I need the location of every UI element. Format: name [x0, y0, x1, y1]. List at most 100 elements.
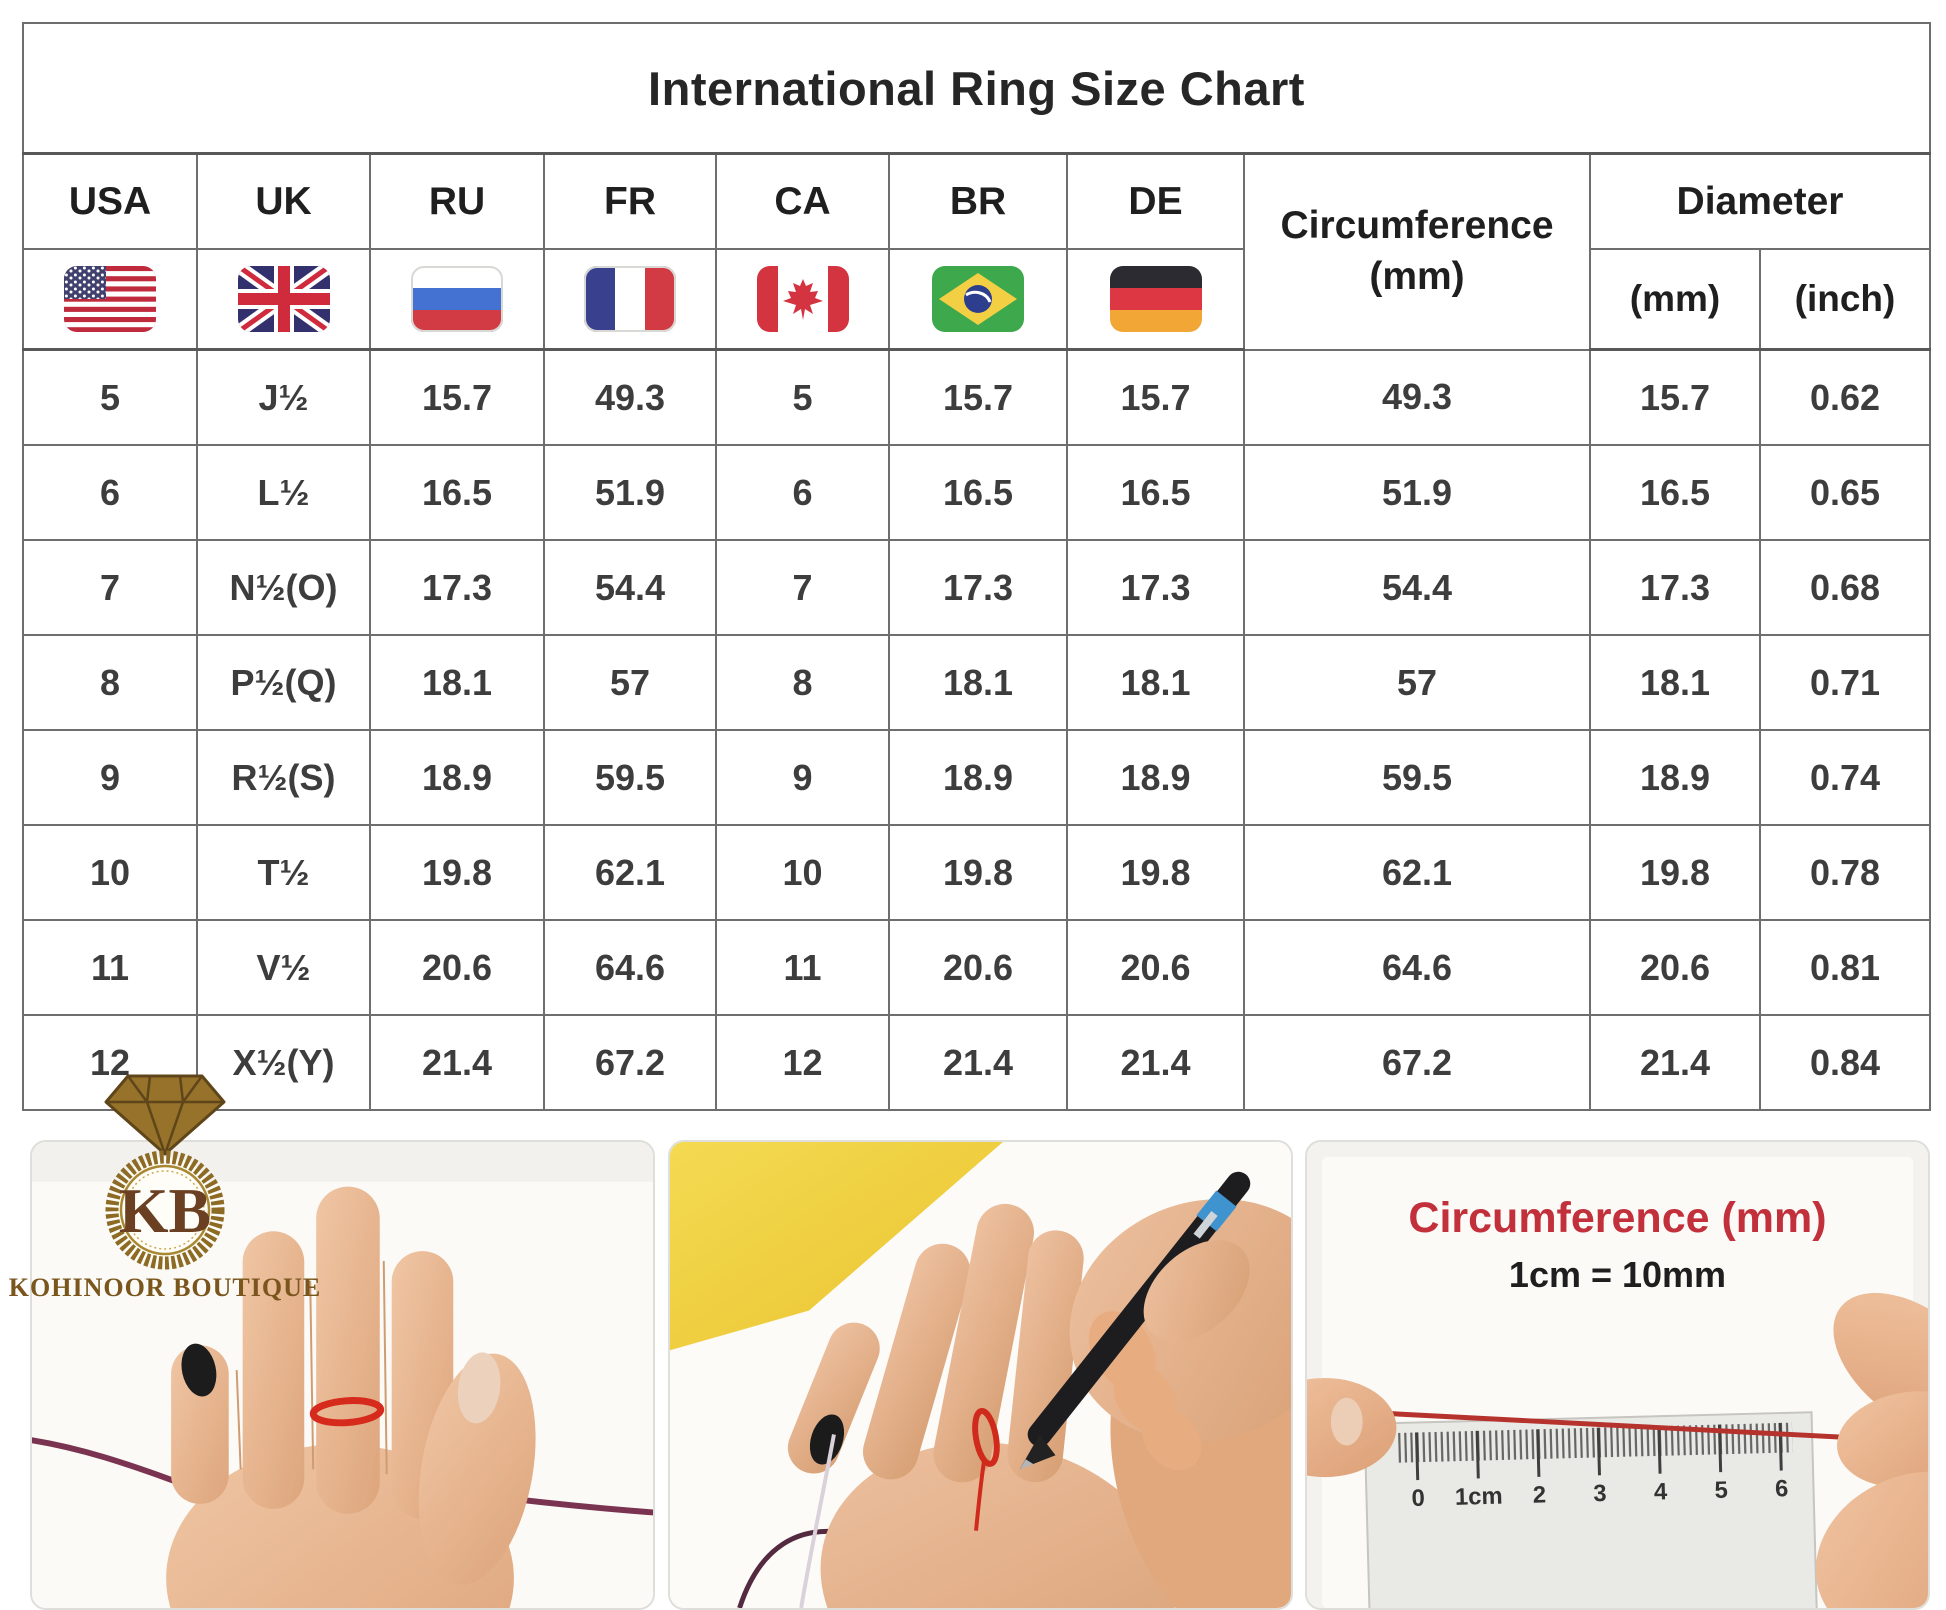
size-cell: J½: [196, 348, 371, 446]
column-header-de: DE: [1066, 152, 1245, 250]
size-cell: 64.6: [543, 919, 717, 1016]
red-string-ring: [309, 1397, 385, 1427]
canada-flag-icon: [756, 266, 849, 332]
size-cell: 10: [715, 824, 890, 921]
flag-cell-uk: [196, 248, 371, 351]
size-row: 9 R½(S) 18.9 59.5 9 18.9 18.9 59.5 18.9 0.74: [22, 729, 1931, 826]
photo-ruler-measurement: 0 1cm 2 3 4 5 6 Circumferen: [1305, 1140, 1930, 1610]
size-cell: 8: [22, 634, 198, 731]
column-header-ru: RU: [369, 152, 545, 250]
size-cell: 9: [22, 729, 198, 826]
ruler-measurement-illustration: 0 1cm 2 3 4 5 6: [1307, 1142, 1928, 1608]
table-title-row: International Ring Size Chart: [22, 22, 1931, 155]
france-flag-icon: [584, 266, 676, 332]
size-cell: 21.4: [369, 1014, 545, 1111]
size-row: 11 V½ 20.6 64.6 11 20.6 20.6 64.6 20.6 0.81: [22, 919, 1931, 1016]
size-cell: 17.3: [888, 539, 1068, 636]
thumb-nail: [457, 1352, 501, 1424]
size-cell: 5: [715, 348, 890, 446]
size-cell: 20.6: [1589, 919, 1761, 1016]
flag-row: (mm) (inch): [22, 248, 1931, 351]
chart-title: International Ring Size Chart: [22, 22, 1931, 155]
usa-flag-icon: [64, 266, 156, 332]
column-header-circumference: Circumference (mm): [1243, 152, 1591, 351]
size-cell: 15.7: [888, 348, 1068, 446]
pen-icon: [1019, 1171, 1251, 1470]
ruler-label: 5: [1714, 1477, 1728, 1504]
black-painted-nail: [809, 1414, 845, 1465]
size-row: 8 P½(Q) 18.1 57 8 18.1 18.1 57 18.1 0.71: [22, 634, 1931, 731]
red-string-ring: [972, 1408, 1000, 1467]
column-header-diameter: Diameter: [1589, 152, 1931, 250]
diamond-ring-icon: [104, 1074, 226, 1156]
hand-with-string-illustration: [32, 1142, 653, 1608]
size-cell: 20.6: [369, 919, 545, 1016]
size-cell: 0.78: [1759, 824, 1931, 921]
circumference-label-line2: (mm): [1369, 254, 1465, 298]
size-cell: 64.6: [1243, 919, 1591, 1016]
size-cell: V½: [196, 919, 371, 1016]
size-cell: 15.7: [1066, 348, 1245, 446]
size-cell: 18.1: [1589, 634, 1761, 731]
ring-size-table: International Ring Size Chart USA UK RU …: [22, 22, 1931, 1111]
size-cell: 0.81: [1759, 919, 1931, 1016]
ruler-label: 1cm: [1455, 1483, 1503, 1511]
size-cell: L½: [196, 444, 371, 541]
size-cell: 16.5: [369, 444, 545, 541]
size-rows: 5 J½ 15.7 49.3 5 15.7 15.7 49.3 15.7 0.62 6 L½ 16.5 5…: [22, 348, 1931, 1111]
size-cell: 19.8: [1066, 824, 1245, 921]
ruler-label: 2: [1532, 1481, 1546, 1508]
size-cell: 21.4: [888, 1014, 1068, 1111]
size-cell: 54.4: [1243, 539, 1591, 636]
circumference-note-subtitle: 1cm = 10mm: [1508, 1254, 1727, 1295]
size-cell: 17.3: [1589, 539, 1761, 636]
diameter-unit-mm: (mm): [1589, 248, 1761, 351]
circumference-note-title: Circumference (mm): [1408, 1194, 1827, 1242]
size-cell: 67.2: [1243, 1014, 1591, 1111]
size-cell: T½: [196, 824, 371, 921]
logo-name: KOHINOOR BOUTIQUE: [8, 1273, 322, 1302]
size-cell: 62.1: [543, 824, 717, 921]
size-cell: 18.9: [888, 729, 1068, 826]
ruler-icon: 0 1cm 2 3 4 5 6: [1363, 1411, 1818, 1608]
size-cell: 19.8: [888, 824, 1068, 921]
uk-flag-icon: [237, 266, 330, 332]
circumference-label-line1: Circumference: [1280, 204, 1554, 248]
size-cell: 54.4: [543, 539, 717, 636]
size-cell: 18.1: [888, 634, 1068, 731]
column-header-usa: USA: [22, 152, 198, 250]
size-cell: 17.3: [1066, 539, 1245, 636]
flag-cell-ca: [715, 248, 890, 351]
red-string-tail: [974, 1460, 986, 1531]
size-row: 10 T½ 19.8 62.1 10 19.8 19.8 62.1 19.8 0.78: [22, 824, 1931, 921]
size-cell: 0.62: [1759, 348, 1931, 446]
size-row: 12 X½(Y) 21.4 67.2 12 21.4 21.4 67.2 21.4 0.84: [22, 1014, 1931, 1111]
size-cell: 6: [22, 444, 198, 541]
size-cell: 18.9: [369, 729, 545, 826]
size-cell: 18.9: [1589, 729, 1761, 826]
size-cell: 0.65: [1759, 444, 1931, 541]
size-cell: 10: [22, 824, 198, 921]
kb-logo-emblem: KB: [104, 1074, 226, 1270]
flag-cell-fr: [543, 248, 717, 351]
russia-flag-icon: [411, 266, 503, 332]
logo-monogram: KB: [119, 1175, 211, 1246]
flag-cell-usa: [22, 248, 198, 351]
size-cell: 62.1: [1243, 824, 1591, 921]
size-cell: 0.74: [1759, 729, 1931, 826]
size-cell: 0.71: [1759, 634, 1931, 731]
size-cell: 7: [22, 539, 198, 636]
size-cell: R½(S): [196, 729, 371, 826]
size-cell: 17.3: [369, 539, 545, 636]
size-cell: 16.5: [1589, 444, 1761, 541]
size-cell: 20.6: [1066, 919, 1245, 1016]
marking-string-illustration: [670, 1142, 1291, 1608]
flag-cell-ru: [369, 248, 545, 351]
laurel-wreath-icon: [105, 1150, 225, 1270]
size-cell: 20.6: [888, 919, 1068, 1016]
size-cell: 59.5: [1243, 729, 1591, 826]
thumb-over-pen: [1143, 1240, 1250, 1342]
size-cell: 7: [715, 539, 890, 636]
size-cell: 16.5: [1066, 444, 1245, 541]
size-cell: 67.2: [543, 1014, 717, 1111]
